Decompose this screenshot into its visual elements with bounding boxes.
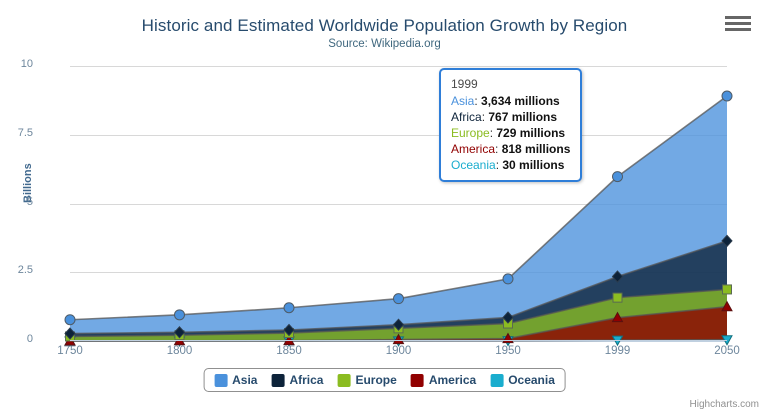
hamburger-bar-1 <box>725 16 751 19</box>
marker-africa[interactable] <box>283 323 295 337</box>
hamburger-bar-3 <box>725 28 751 31</box>
tooltip-row: Africa: 767 millions <box>451 109 570 125</box>
marker-africa[interactable] <box>392 318 405 331</box>
marker-africa[interactable] <box>611 270 624 283</box>
tooltip-separator: : <box>481 110 489 124</box>
legend-label: Africa <box>289 373 324 387</box>
legend-label: America <box>428 373 477 387</box>
tooltip-series-value: 30 millions <box>502 158 565 172</box>
tooltip-separator: : <box>489 126 497 140</box>
legend-label: Europe <box>355 373 397 387</box>
legend-label: Asia <box>232 373 258 387</box>
tooltip-header: 1999 <box>451 77 478 91</box>
x-axis-tick-label: 2050 <box>714 345 740 357</box>
x-axis-tick-label: 1950 <box>495 345 521 357</box>
legend: Asia Africa Europe America Oceania <box>203 368 566 392</box>
y-axis-tick-label: 0 <box>26 333 33 345</box>
tooltip-series-name: Asia <box>451 94 475 108</box>
y-axis-tick-label: 2.5 <box>17 264 33 277</box>
marker-europe[interactable] <box>722 284 732 295</box>
tooltip-series-name: Europe <box>451 126 490 140</box>
x-axis-tick-label: 1750 <box>57 345 83 357</box>
x-axis-line <box>70 340 727 341</box>
tooltip-separator: : <box>474 94 482 108</box>
legend-label: Oceania <box>508 373 555 387</box>
area-america <box>70 306 727 341</box>
marker-america[interactable] <box>392 333 405 345</box>
area-asia <box>70 96 727 341</box>
gridline <box>70 66 727 67</box>
marker-asia[interactable] <box>393 293 404 305</box>
y-axis-tick-label: 7.5 <box>17 126 33 139</box>
legend-item-america[interactable]: America <box>410 373 477 387</box>
gridline <box>70 203 727 205</box>
x-axis-tick-label: 1900 <box>385 345 412 357</box>
marker-asia[interactable] <box>64 314 76 326</box>
marker-asia[interactable] <box>283 302 295 314</box>
tooltip-series-value: 3,634 millions <box>481 94 560 108</box>
gridline <box>70 272 727 274</box>
y-axis-tick-label: 5 <box>26 195 33 208</box>
hamburger-bar-2 <box>725 22 751 25</box>
tooltip: 1999 Asia: 3,634 millions Africa: 767 mil… <box>439 68 583 182</box>
tooltip-row: Oceania: 30 millions <box>451 157 570 173</box>
tooltip-series-name: Oceania <box>451 158 496 172</box>
legend-swatch-icon <box>410 373 424 387</box>
tooltip-series-value: 818 millions <box>501 142 571 156</box>
marker-africa[interactable] <box>502 311 514 324</box>
marker-america[interactable] <box>721 300 733 312</box>
tooltip-series-value: 729 millions <box>496 126 566 140</box>
marker-africa[interactable] <box>721 234 733 248</box>
legend-item-asia[interactable]: Asia <box>214 373 257 387</box>
plot-area <box>64 66 733 348</box>
marker-africa[interactable] <box>64 327 76 340</box>
tooltip-separator: : <box>495 158 503 172</box>
export-menu-icon[interactable] <box>725 16 751 38</box>
legend-item-oceania[interactable]: Oceania <box>490 373 555 387</box>
marker-asia[interactable] <box>174 309 185 321</box>
x-axis-tick-label: 1850 <box>276 345 302 357</box>
legend-swatch-icon <box>214 373 228 387</box>
tooltip-row: America: 818 millions <box>451 141 570 157</box>
marker-europe[interactable] <box>612 292 623 303</box>
chart-title: Historic and Estimated Worldwide Populat… <box>141 16 628 35</box>
tooltip-row: Asia: 3,634 millions <box>451 93 570 109</box>
y-axis-tick-label: 10 <box>20 58 33 70</box>
tooltip-separator: : <box>495 142 502 156</box>
legend-swatch-icon <box>490 373 504 387</box>
chart-subtitle: Source: Wikipedia.org <box>328 38 441 50</box>
series-layer <box>64 90 733 348</box>
marker-asia[interactable] <box>721 90 733 102</box>
legend-swatch-icon <box>337 373 351 387</box>
legend-item-africa[interactable]: Africa <box>271 373 323 387</box>
marker-america[interactable] <box>611 311 624 323</box>
tooltip-rows: Asia: 3,634 millions Africa: 767 millions… <box>451 93 570 173</box>
credits-link[interactable]: Highcharts.com <box>689 399 759 410</box>
gridline <box>70 134 727 136</box>
tooltip-series-value: 767 millions <box>488 110 558 124</box>
legend-item-europe[interactable]: Europe <box>337 373 397 387</box>
tooltip-row: Europe: 729 millions <box>451 125 570 141</box>
tooltip-series-name: America <box>451 142 496 156</box>
x-axis-tick-label: 1800 <box>166 345 193 357</box>
legend-swatch-icon <box>271 373 285 387</box>
x-axis-tick-label: 1999 <box>604 345 631 357</box>
marker-asia[interactable] <box>612 171 623 183</box>
marker-asia[interactable] <box>502 273 514 285</box>
tooltip-series-name: Africa <box>451 110 482 124</box>
marker-africa[interactable] <box>173 326 186 339</box>
